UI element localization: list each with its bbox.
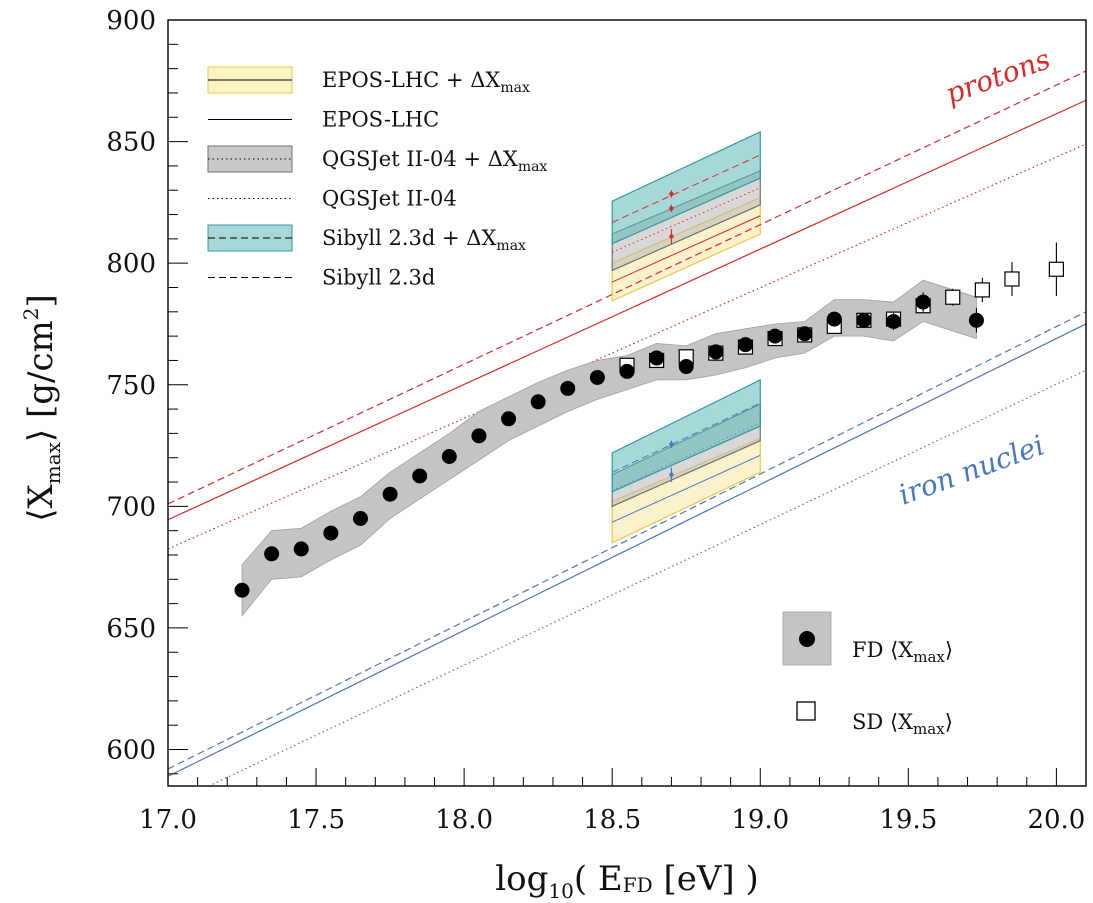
fd-point-4 bbox=[352, 511, 368, 527]
sd-point-12 bbox=[974, 282, 990, 298]
model-lines bbox=[168, 70, 1086, 786]
legend-label-2: QGSJet II-04 + ΔXmax bbox=[322, 147, 547, 175]
proton-line-2 bbox=[168, 70, 1086, 505]
protons-delta-line-2 bbox=[611, 154, 761, 223]
sd-point-13 bbox=[1004, 271, 1020, 287]
x-axis-title: log10( EFD [eV] ) bbox=[495, 859, 758, 903]
legend-label-5: Sibyll 2.3d bbox=[322, 266, 435, 290]
legend-fd-marker bbox=[799, 631, 815, 647]
y-tick-label: 600 bbox=[106, 736, 156, 766]
y-tick-label: 650 bbox=[106, 614, 156, 644]
fd-point-18 bbox=[767, 328, 783, 344]
legend-label-3: QGSJet II-04 bbox=[322, 187, 457, 211]
protons-marker-2 bbox=[669, 191, 674, 197]
fd-band-polygon bbox=[241, 279, 977, 617]
iron-line-0 bbox=[168, 323, 1086, 777]
protons-marker-1 bbox=[669, 206, 674, 211]
fd-point-21 bbox=[856, 312, 872, 328]
delta-xmax-boxes bbox=[611, 130, 761, 544]
x-tick-label: 19.0 bbox=[731, 805, 789, 835]
fd-point-1 bbox=[264, 546, 280, 562]
fd-point-15 bbox=[678, 359, 694, 375]
x-tick-label: 18.5 bbox=[583, 805, 641, 835]
fd-point-6 bbox=[412, 468, 428, 484]
x-tick-label: 17.5 bbox=[287, 805, 345, 835]
legend-label-1: EPOS-LHC bbox=[322, 108, 439, 132]
fd-point-3 bbox=[323, 525, 339, 541]
fd-point-5 bbox=[382, 486, 398, 502]
axis-ticks: 17.0 17.5 18.0 18.5 19.0 19.5 20.0 600 650 700 750… bbox=[106, 6, 1087, 835]
fd-point-2 bbox=[293, 541, 309, 557]
sd-point-14 bbox=[1048, 261, 1064, 277]
proton-line-0 bbox=[168, 99, 1086, 521]
fd-point-14 bbox=[649, 350, 665, 366]
plot-frame bbox=[167, 19, 1087, 787]
iron-nuclei-annotation: iron nuclei bbox=[894, 428, 1048, 511]
fd-point-24 bbox=[968, 312, 984, 328]
iron-delta-line-2 bbox=[611, 402, 761, 473]
legend-data-label-1: SD ⟨Xmax⟩ bbox=[852, 710, 953, 738]
protons-delta-band-2 bbox=[611, 130, 761, 245]
fd-point-23 bbox=[915, 294, 931, 310]
fd-point-22 bbox=[886, 314, 902, 330]
fd-point-8 bbox=[471, 428, 487, 444]
fd-point-11 bbox=[560, 380, 576, 396]
fd-point-12 bbox=[589, 369, 605, 385]
fd-point-20 bbox=[826, 311, 842, 327]
iron-line-1 bbox=[207, 369, 1086, 786]
fd-point-16 bbox=[708, 344, 724, 360]
iron-marker-0 bbox=[669, 472, 674, 477]
iron-delta-line-0 bbox=[611, 454, 761, 523]
x-tick-label: 19.5 bbox=[879, 805, 937, 835]
y-tick-label: 900 bbox=[106, 6, 156, 36]
protons-marker-0 bbox=[669, 234, 674, 239]
y-tick-label: 850 bbox=[106, 128, 156, 158]
fd-point-9 bbox=[501, 411, 517, 427]
iron-marker-1 bbox=[669, 442, 674, 447]
model-legend: EPOS-LHC + ΔXmax EPOS-LHC QGSJet II-04 + Δ… bbox=[207, 66, 547, 290]
x-tick-label: 17.0 bbox=[139, 805, 197, 835]
data-legend: FD ⟨Xmax⟩ SD ⟨Xmax⟩ bbox=[782, 611, 953, 738]
legend-sd-marker bbox=[796, 701, 816, 721]
fd-points bbox=[234, 292, 984, 598]
fd-point-19 bbox=[797, 326, 813, 342]
legend-data-label-0: FD ⟨Xmax⟩ bbox=[852, 638, 953, 666]
protons-annotation: protons bbox=[941, 42, 1054, 110]
fd-point-10 bbox=[530, 394, 546, 410]
x-tick-label: 20.0 bbox=[1027, 805, 1085, 835]
x-tick-label: 18.0 bbox=[435, 805, 493, 835]
legend-label-0: EPOS-LHC + ΔXmax bbox=[322, 68, 530, 96]
y-tick-label: 700 bbox=[106, 492, 156, 522]
fd-point-0 bbox=[234, 582, 250, 598]
legend-label-4: Sibyll 2.3d + ΔXmax bbox=[322, 226, 526, 254]
iron-line-2 bbox=[168, 311, 1086, 770]
iron-delta-band-2 bbox=[611, 378, 761, 493]
y-tick-label: 750 bbox=[106, 371, 156, 401]
y-axis-title: ⟨Xmax⟩ [g/cm2] bbox=[19, 294, 65, 522]
y-tick-label: 800 bbox=[106, 249, 156, 279]
fd-systematic-band bbox=[241, 279, 977, 617]
fd-point-13 bbox=[619, 363, 635, 379]
proton-line-1 bbox=[168, 143, 1086, 550]
fd-point-7 bbox=[441, 448, 457, 464]
sd-point-11 bbox=[945, 289, 961, 305]
fd-point-17 bbox=[737, 337, 753, 353]
protons-delta-line-0 bbox=[611, 215, 761, 283]
